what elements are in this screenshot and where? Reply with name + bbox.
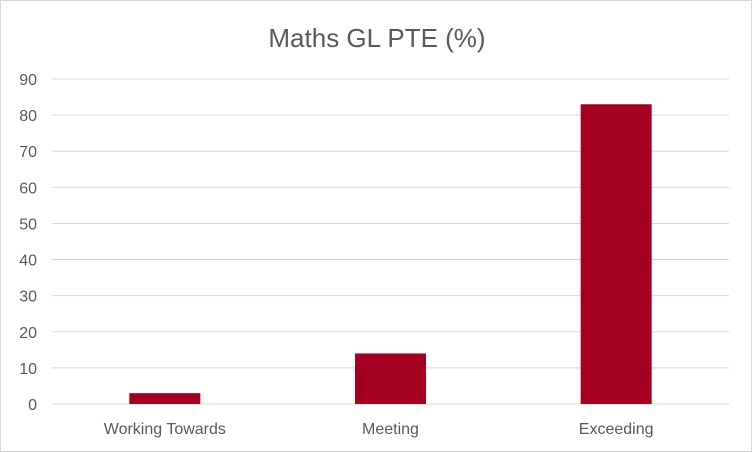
bars (129, 104, 652, 405)
y-tick-label: 50 (19, 216, 37, 233)
x-category-label: Exceeding (579, 421, 654, 438)
y-tick-label: 10 (19, 361, 37, 378)
chart-title: Maths GL PTE (%) (268, 23, 485, 53)
gridlines (52, 78, 729, 405)
x-category-label: Working Towards (104, 421, 226, 438)
y-tick-label: 90 (19, 72, 37, 89)
y-tick-label: 70 (19, 144, 37, 161)
x-axis-category-labels: Working Towards Meeting Exceeding (104, 421, 654, 438)
y-tick-label: 80 (19, 108, 37, 125)
x-category-label: Meeting (362, 421, 419, 438)
y-tick-label: 60 (19, 180, 37, 197)
y-tick-label: 40 (19, 253, 37, 270)
y-tick-label: 0 (28, 397, 37, 414)
bar-working-towards (129, 393, 201, 404)
y-tick-label: 20 (19, 325, 37, 342)
bar-exceeding (580, 104, 652, 405)
bar-meeting (355, 353, 426, 404)
y-axis-tick-labels: 0 10 20 30 40 50 60 70 80 90 (19, 72, 37, 414)
y-tick-label: 30 (19, 289, 37, 306)
